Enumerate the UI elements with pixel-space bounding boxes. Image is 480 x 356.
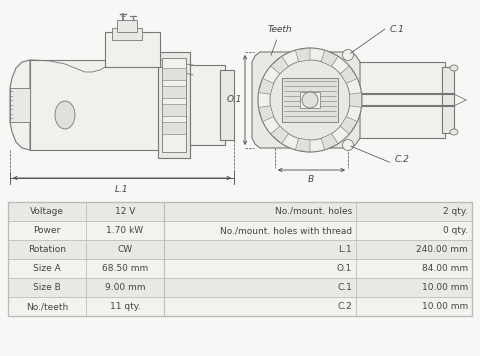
Circle shape [270, 60, 350, 140]
Text: C.2: C.2 [350, 146, 410, 164]
Text: Voltage: Voltage [30, 207, 64, 216]
Bar [162, 122, 186, 134]
Bar [86, 259, 164, 278]
Polygon shape [321, 50, 338, 66]
Bar [162, 86, 186, 98]
Text: 1.70 kW: 1.70 kW [107, 226, 144, 235]
Bar [8, 259, 86, 278]
Text: 84.00 mm: 84.00 mm [422, 264, 468, 273]
Text: No./teeth: No./teeth [26, 302, 68, 311]
Bar [10, 88, 30, 122]
Polygon shape [340, 117, 357, 134]
Bar [117, 20, 137, 32]
Text: B: B [308, 175, 314, 184]
Polygon shape [259, 78, 274, 94]
Bar [282, 78, 338, 122]
Bar [112, 28, 142, 40]
Text: 68.50 mm: 68.50 mm [102, 264, 148, 273]
Bar [158, 52, 190, 158]
Bar [442, 67, 454, 133]
Circle shape [258, 48, 362, 152]
Bar [350, 62, 445, 138]
Bar [30, 60, 190, 150]
Polygon shape [295, 138, 310, 152]
Bar [86, 297, 164, 316]
Bar [164, 278, 356, 297]
Bar [105, 32, 160, 67]
Text: Rotation: Rotation [28, 245, 66, 254]
Polygon shape [252, 52, 360, 148]
Text: Teeth: Teeth [268, 26, 293, 56]
Text: Size A: Size A [33, 264, 61, 273]
Bar [356, 221, 472, 240]
Bar [164, 221, 356, 240]
Bar [162, 58, 186, 152]
Polygon shape [340, 66, 357, 83]
Text: CW: CW [118, 245, 132, 254]
Bar [162, 104, 186, 116]
Polygon shape [321, 134, 338, 150]
Text: 9.00 mm: 9.00 mm [105, 283, 145, 292]
Polygon shape [349, 93, 361, 108]
Ellipse shape [450, 65, 458, 71]
Circle shape [343, 140, 353, 151]
Text: C.1: C.1 [337, 283, 352, 292]
Polygon shape [271, 126, 288, 144]
Text: C.2: C.2 [337, 302, 352, 311]
Text: Size B: Size B [33, 283, 61, 292]
Text: 12 V: 12 V [115, 207, 135, 216]
Bar [8, 202, 86, 221]
Bar [164, 202, 356, 221]
Text: No./mount. holes: No./mount. holes [275, 207, 352, 216]
Text: 0 qty.: 0 qty. [443, 226, 468, 235]
Text: 240.00 mm: 240.00 mm [416, 245, 468, 254]
Bar [164, 259, 356, 278]
Bar [164, 240, 356, 259]
Ellipse shape [55, 101, 75, 129]
Polygon shape [271, 56, 288, 74]
Bar [356, 297, 472, 316]
Polygon shape [10, 60, 30, 150]
Bar [162, 68, 186, 80]
Bar [356, 259, 472, 278]
Bar [356, 278, 472, 297]
Circle shape [302, 92, 318, 108]
Bar [8, 221, 86, 240]
Text: O.1: O.1 [337, 264, 352, 273]
Bar [86, 221, 164, 240]
Bar [190, 65, 225, 145]
Text: L.1: L.1 [115, 185, 129, 194]
Bar [8, 240, 86, 259]
Text: 2 qty.: 2 qty. [443, 207, 468, 216]
Text: O.1: O.1 [227, 95, 242, 105]
Text: No./mount. holes with thread: No./mount. holes with thread [220, 226, 352, 235]
Text: C.1: C.1 [350, 26, 405, 53]
Bar [220, 70, 234, 140]
Bar [86, 278, 164, 297]
Bar [8, 202, 472, 316]
Text: L.1: L.1 [338, 245, 352, 254]
Bar [164, 297, 356, 316]
Text: 11 qty.: 11 qty. [109, 302, 140, 311]
Polygon shape [295, 48, 310, 62]
Bar [8, 278, 86, 297]
Text: 10.00 mm: 10.00 mm [422, 302, 468, 311]
Text: 10.00 mm: 10.00 mm [422, 283, 468, 292]
Circle shape [343, 49, 353, 61]
Bar [86, 202, 164, 221]
Text: Power: Power [34, 226, 60, 235]
Bar [86, 240, 164, 259]
Ellipse shape [450, 129, 458, 135]
Polygon shape [259, 106, 274, 122]
Bar [300, 92, 320, 108]
Bar [356, 202, 472, 221]
Bar [356, 240, 472, 259]
Bar [8, 297, 86, 316]
